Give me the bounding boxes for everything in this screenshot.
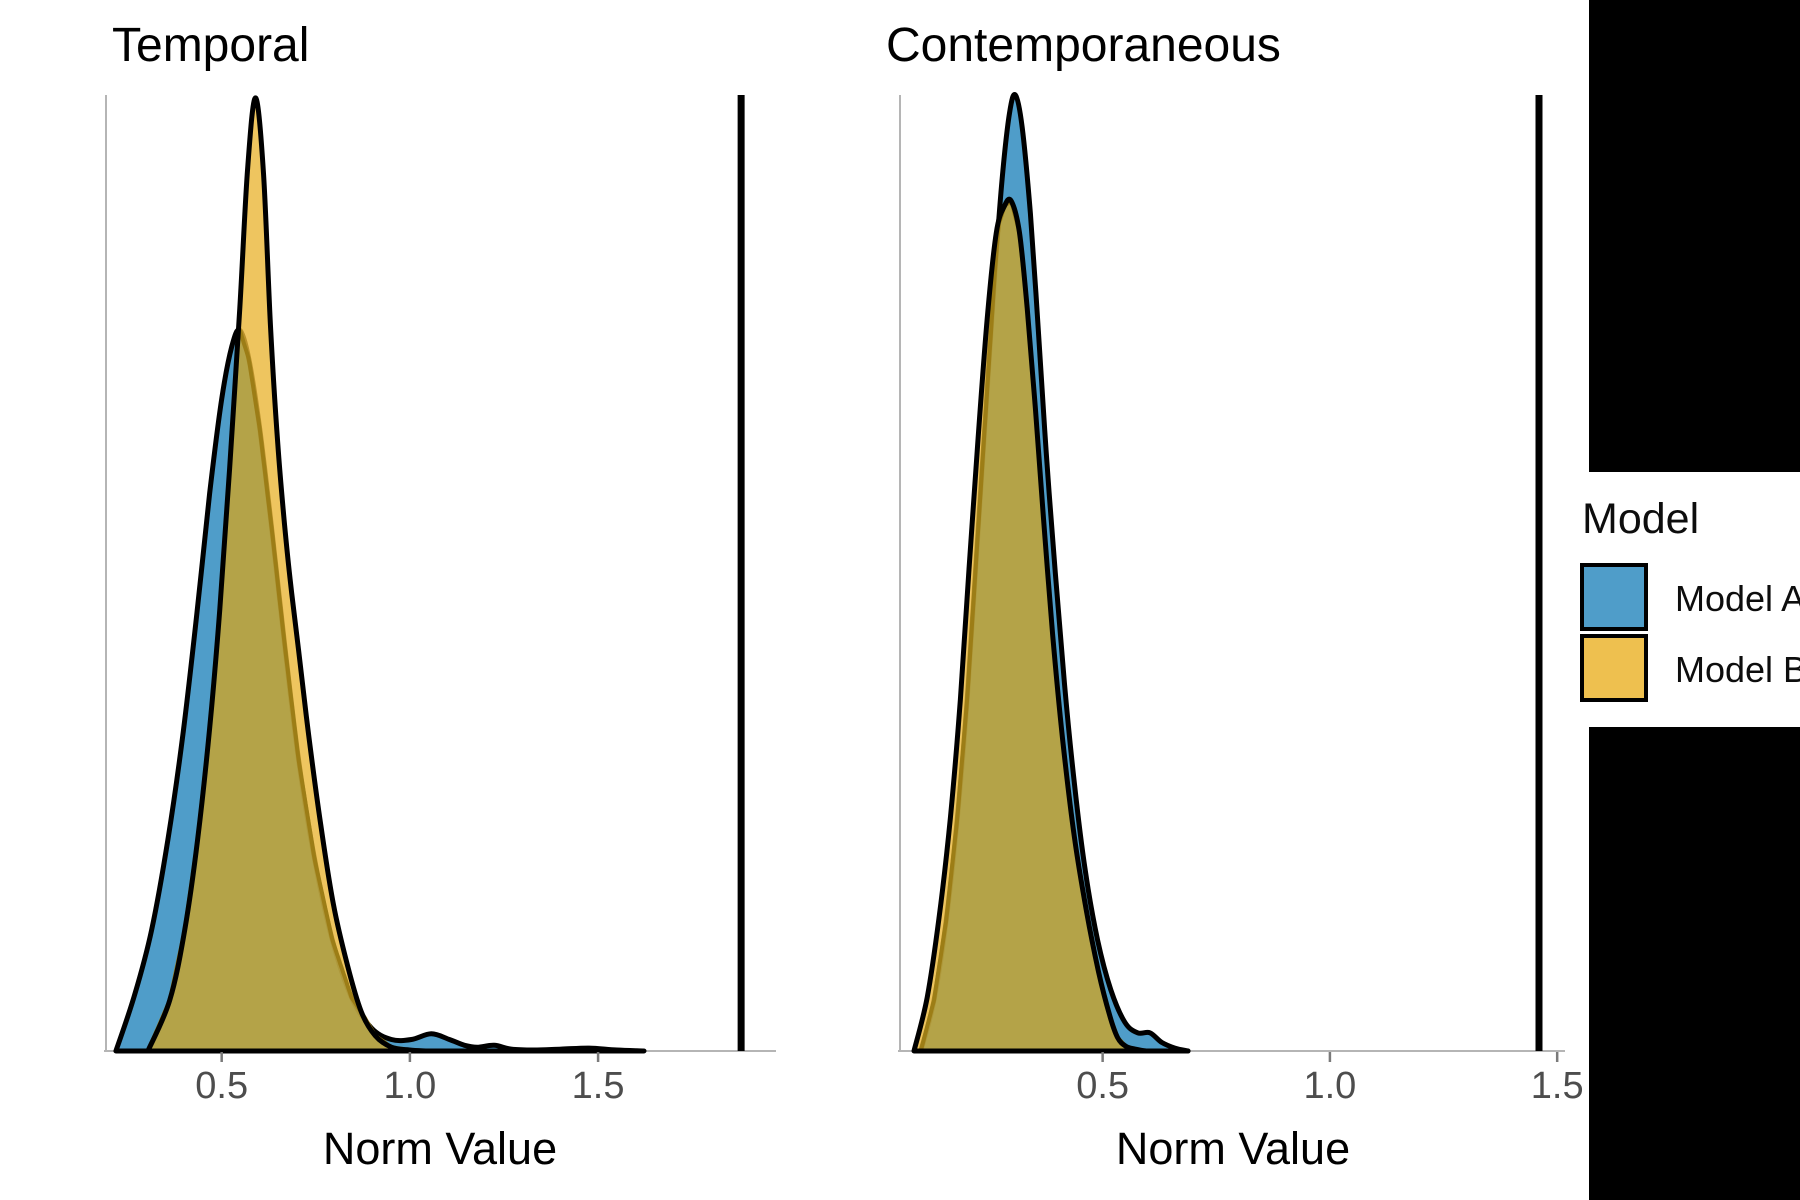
legend-title: Model <box>1582 495 1699 543</box>
x-tick-label: 0.5 <box>195 1065 248 1107</box>
x-axis-title-contemporaneous: Norm Value <box>1116 1123 1350 1174</box>
density-model-b-outline <box>911 196 1149 1054</box>
x-tick-label: 1.5 <box>1531 1065 1584 1107</box>
legend-swatch-model-b <box>1580 634 1648 702</box>
panel-title-contemporaneous: Contemporaneous <box>886 19 1281 72</box>
legend: Model Model A Model B <box>1580 495 1800 702</box>
x-ticks-contemporaneous: 0.5 1.0 1.5 <box>1076 1052 1584 1107</box>
density-overlap <box>147 330 428 1051</box>
panel-title-temporal: Temporal <box>112 19 309 72</box>
redaction-box-bottom-right <box>1589 727 1800 1200</box>
density-curves-contemporaneous <box>911 92 1543 1054</box>
redaction-box-top-right <box>1589 0 1800 472</box>
x-tick-label: 1.0 <box>383 1065 436 1107</box>
legend-label-model-b: Model B <box>1675 649 1800 690</box>
x-tick-label: 1.0 <box>1303 1065 1356 1107</box>
panel-temporal: Temporal 0.5 1.0 1.5 Norm Value <box>104 19 776 1174</box>
x-tick-label: 0.5 <box>1076 1065 1129 1107</box>
legend-swatch-model-a <box>1580 563 1648 631</box>
density-curves-temporal <box>113 95 745 1054</box>
legend-label-model-a: Model A <box>1675 578 1800 619</box>
density-overlap <box>920 201 1146 1052</box>
panel-contemporaneous: Contemporaneous 0.5 1.0 1.5 Norm Value <box>886 19 1584 1174</box>
x-ticks-temporal: 0.5 1.0 1.5 <box>195 1052 625 1107</box>
x-tick-label: 1.5 <box>572 1065 625 1107</box>
x-axis-title-temporal: Norm Value <box>323 1123 557 1174</box>
density-model-b-outline <box>145 95 430 1054</box>
